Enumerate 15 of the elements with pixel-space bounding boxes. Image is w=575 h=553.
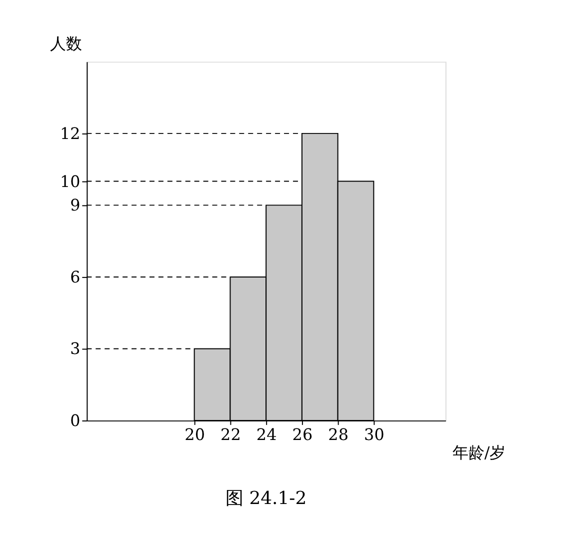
y-tick-label: 10 <box>60 172 80 191</box>
caption: 图 24.1-2 <box>226 488 307 510</box>
x-tick-label: 26 <box>292 424 313 444</box>
x-tick-label: 24 <box>256 424 277 444</box>
y-tick-label: 0 <box>70 410 80 430</box>
x-tick-label: 22 <box>220 424 241 444</box>
y-tick-label: 3 <box>70 339 80 358</box>
x-tick-label: 30 <box>364 424 384 444</box>
y-tick-label: 12 <box>60 124 80 143</box>
y-axis-title: 人数 <box>50 34 82 54</box>
y-tick-label: 9 <box>70 196 80 215</box>
x-axis-title: 年龄/岁 <box>452 442 506 462</box>
y-tick-label: 6 <box>70 267 80 286</box>
x-tick-label: 28 <box>328 424 348 444</box>
x-tick-label: 20 <box>184 424 205 444</box>
